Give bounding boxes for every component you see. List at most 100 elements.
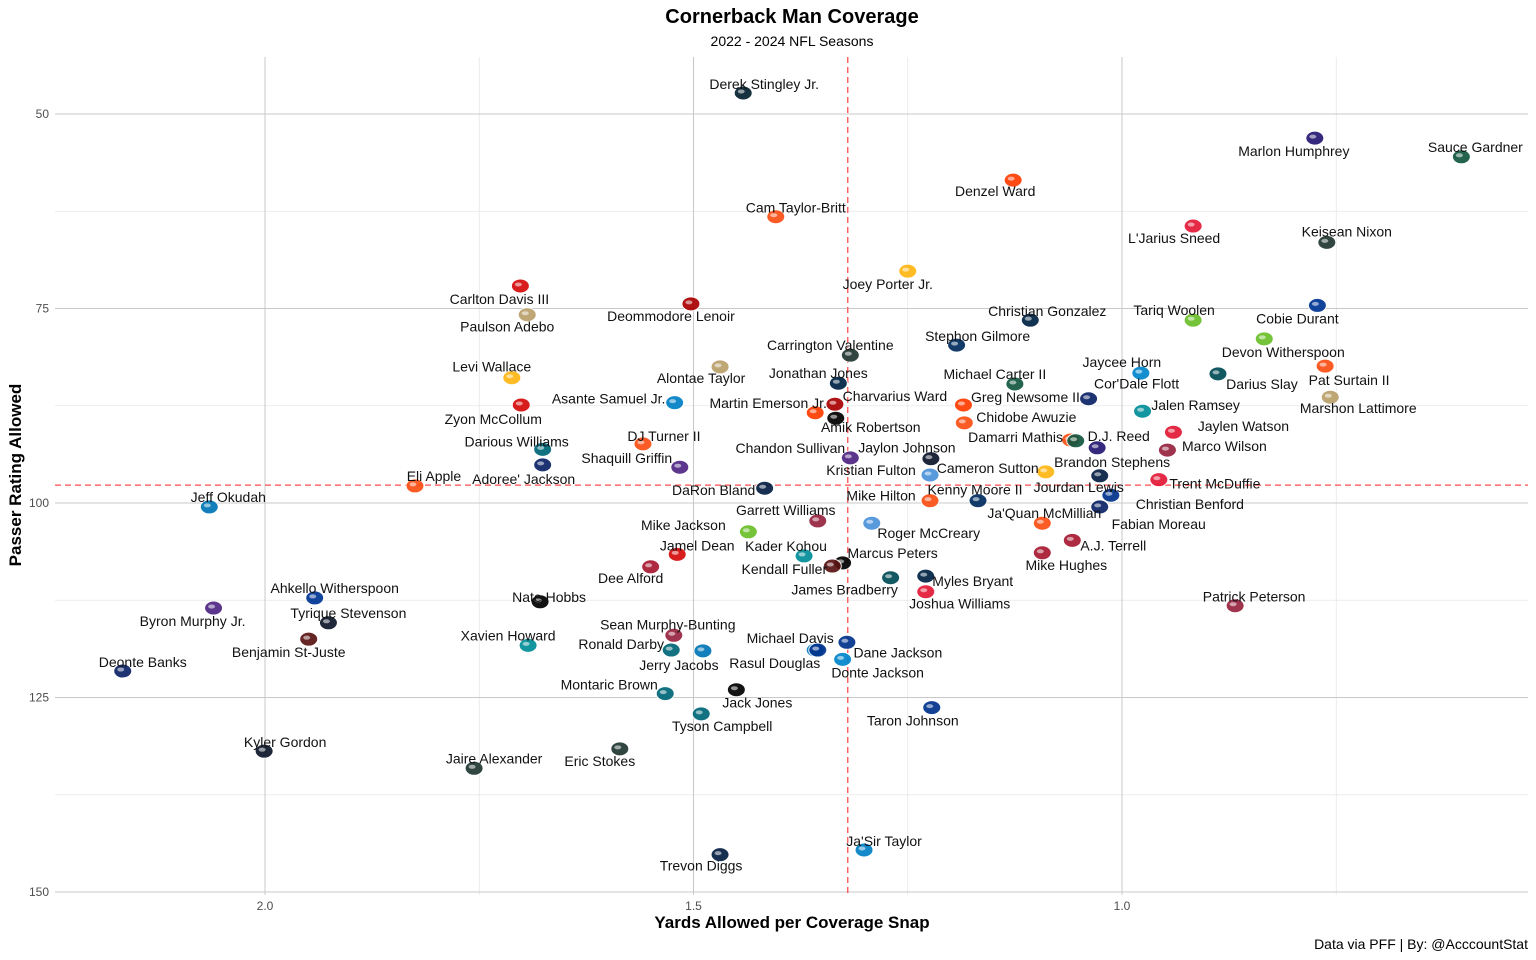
team-logo-highlight (1319, 362, 1327, 367)
team-logo-marker (1208, 366, 1228, 382)
team-logo-marker (1157, 442, 1177, 458)
team-logo-marker (1087, 440, 1107, 456)
team-logo-highlight (1187, 316, 1195, 321)
player-label: Derek Stingley Jr. (709, 76, 819, 92)
team-logo-highlight (203, 503, 211, 508)
team-logo-highlight (837, 655, 845, 660)
team-logo-marker (318, 615, 338, 631)
player-label: Asante Samuel Jr. (552, 391, 666, 407)
player-label: Christian Gonzalez (988, 303, 1106, 319)
team-logo-marker (1451, 149, 1471, 165)
team-logo-marker (710, 847, 730, 863)
team-logo-marker (1133, 403, 1153, 419)
team-logo-highlight (1161, 446, 1169, 451)
team-logo-highlight (117, 667, 125, 672)
team-logo-marker (710, 359, 730, 375)
team-logo-highlight (515, 401, 523, 406)
team-logo-highlight (1009, 380, 1017, 385)
chart-caption: Data via PFF | By: @AcccountStat (1314, 936, 1528, 952)
team-logo-marker (533, 441, 553, 457)
team-logo-marker (502, 370, 522, 386)
player-label: Shaquill Griffin (581, 450, 672, 466)
player-label: Adoree' Jackson (472, 471, 575, 487)
player-label: Carrington Valentine (767, 337, 894, 353)
team-logo-highlight (826, 562, 834, 567)
player-label: Marlon Humphrey (1238, 143, 1349, 159)
player-label: Stephon Gilmore (925, 328, 1030, 344)
team-logo-highlight (1324, 393, 1332, 398)
team-logo-highlight (1094, 503, 1102, 508)
team-logo-highlight (926, 704, 934, 709)
team-logo-marker (881, 570, 901, 586)
team-logo-marker (1079, 391, 1099, 407)
team-logo-marker (530, 594, 550, 610)
player-label: Devon Witherspoon (1222, 344, 1345, 360)
team-logo-marker (1320, 389, 1340, 405)
player-label: Fabian Moreau (1112, 516, 1206, 532)
team-logo-highlight (1137, 407, 1145, 412)
team-logo-highlight (1311, 301, 1319, 306)
player-label: Xavien Howard (461, 627, 556, 643)
team-logo-marker (511, 397, 531, 413)
team-logo-highlight (697, 647, 705, 652)
team-logo-marker (954, 415, 974, 431)
team-logo-highlight (832, 379, 840, 384)
player-label: Joshua Williams (909, 596, 1010, 612)
player-label: Carlton Davis III (450, 291, 550, 307)
team-logo-marker (808, 642, 828, 658)
reference-lines (55, 57, 1528, 895)
player-label: Tyrique Stevenson (290, 605, 406, 621)
team-logo-highlight (468, 764, 476, 769)
player-label: Eli Apple (407, 468, 462, 484)
player-label: Nate Hobbs (512, 589, 586, 605)
player-label: DaRon Bland (672, 482, 755, 498)
team-logo-highlight (841, 638, 849, 643)
team-logo-marker (808, 513, 828, 529)
team-logo-highlight (742, 528, 750, 533)
team-logo-marker (1131, 365, 1151, 381)
player-label: James Bradberry (791, 582, 898, 598)
player-label: Deommodore Lenoir (607, 308, 735, 324)
team-logo-marker (733, 85, 753, 101)
player-label: Jaycee Horn (1083, 354, 1162, 370)
player-label: Trevon Diggs (660, 858, 743, 874)
player-label: Darious Williams (465, 433, 569, 449)
team-logo-marker (953, 397, 973, 413)
player-label: Montaric Brown (561, 677, 658, 693)
team-logo-highlight (1321, 238, 1329, 243)
team-logo-highlight (522, 641, 530, 646)
team-logo-highlight (858, 846, 866, 851)
player-label: Marco Wilson (1182, 438, 1267, 454)
team-logo-highlight (951, 341, 959, 346)
team-logo-marker (833, 651, 853, 667)
points-layer (113, 85, 1471, 863)
team-logo-highlight (1187, 222, 1195, 227)
team-logo-highlight (1135, 369, 1143, 374)
chart-title: Cornerback Man Coverage (665, 6, 918, 28)
team-logo-marker (916, 584, 936, 600)
player-label: Mike Hilton (846, 488, 915, 504)
player-label: Myles Bryant (932, 573, 1013, 589)
team-logo-marker (920, 493, 940, 509)
team-logo-highlight (258, 747, 266, 752)
team-logo-highlight (812, 517, 820, 522)
team-logo-highlight (514, 282, 522, 287)
team-logo-marker (922, 700, 942, 716)
team-logo-highlight (521, 311, 529, 316)
team-logo-marker (738, 524, 758, 540)
team-logo-marker (1090, 468, 1110, 484)
player-label: Dee Alford (598, 570, 663, 586)
team-logo-marker (305, 590, 325, 606)
team-logo-highlight (1036, 519, 1044, 524)
y-tick-label: 75 (36, 302, 50, 316)
player-label: Kendall Fuller (742, 561, 828, 577)
team-logo-highlight (1258, 335, 1266, 340)
team-logo-marker (825, 396, 845, 412)
team-logo-marker (667, 546, 687, 562)
player-label: Jaire Alexander (446, 750, 543, 766)
team-logo-marker (916, 568, 936, 584)
player-label: Jamel Dean (660, 537, 735, 553)
team-logo-highlight (534, 598, 542, 603)
team-logo-highlight (1083, 395, 1091, 400)
